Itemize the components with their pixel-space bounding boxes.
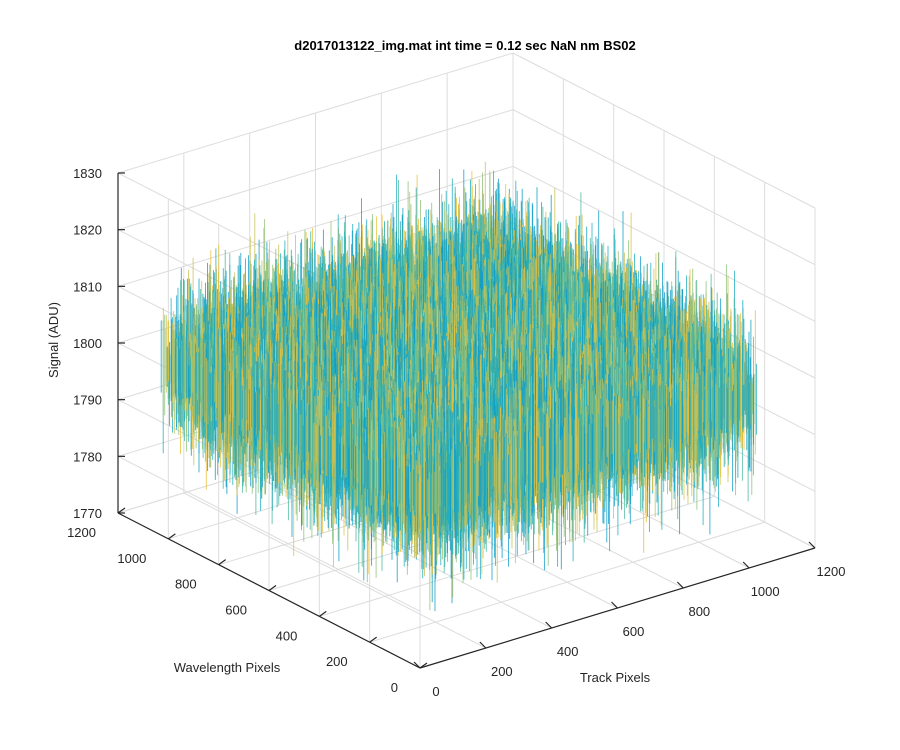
chart-title: d2017013122_img.mat int time = 0.12 sec … [294,38,635,53]
right-wall-grid-line [512,52,816,209]
right-wall-grid-line [512,109,816,266]
back-wall-grid-line [117,109,514,231]
left-wall-grid-line [117,399,421,556]
right-wall-grid-line [512,165,816,322]
left-wall-grid-line [117,455,421,612]
back-wall-grid-line [117,165,514,287]
surface-mesh [160,161,757,612]
back-wall-grid-line [117,52,514,174]
